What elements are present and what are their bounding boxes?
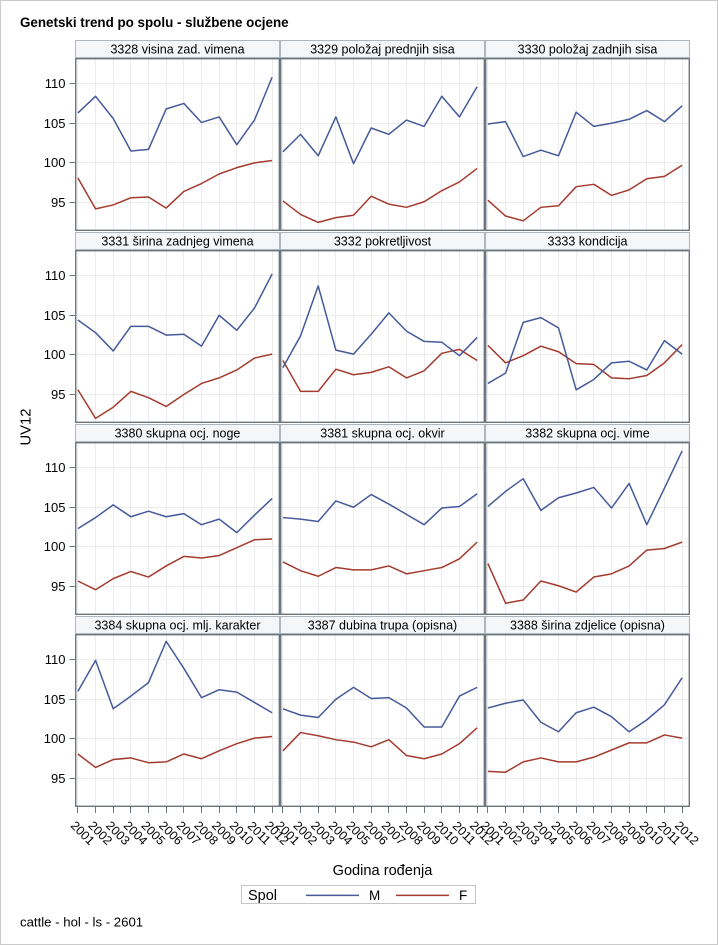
svg-text:3380 skupna ocj. noge: 3380 skupna ocj. noge xyxy=(115,427,241,441)
svg-text:100: 100 xyxy=(44,347,66,362)
svg-text:Spol: Spol xyxy=(248,888,277,904)
svg-text:95: 95 xyxy=(51,195,65,210)
svg-text:3388 širina zdjelice (opisna): 3388 širina zdjelice (opisna) xyxy=(510,619,665,633)
svg-text:M: M xyxy=(369,888,380,903)
svg-text:3331 širina zadnjeg vimena: 3331 širina zadnjeg vimena xyxy=(101,235,253,249)
svg-text:110: 110 xyxy=(45,652,66,667)
svg-text:3333 kondicija: 3333 kondicija xyxy=(548,235,628,249)
svg-text:95: 95 xyxy=(51,771,65,786)
svg-text:3381 skupna ocj. okvir: 3381 skupna ocj. okvir xyxy=(320,427,444,441)
svg-text:95: 95 xyxy=(51,387,65,402)
svg-text:3329 položaj prednjih sisa: 3329 položaj prednjih sisa xyxy=(310,43,455,57)
svg-text:95: 95 xyxy=(51,579,65,594)
svg-text:100: 100 xyxy=(44,155,66,170)
svg-text:UV12: UV12 xyxy=(19,408,35,445)
svg-text:110: 110 xyxy=(45,460,66,475)
svg-text:105: 105 xyxy=(44,500,66,515)
svg-text:3330 položaj zadnjih sisa: 3330 položaj zadnjih sisa xyxy=(518,43,658,57)
svg-text:3387 dubina trupa (opisna): 3387 dubina trupa (opisna) xyxy=(308,619,457,633)
svg-text:105: 105 xyxy=(44,116,66,131)
svg-text:110: 110 xyxy=(45,268,66,283)
svg-text:105: 105 xyxy=(44,692,66,707)
svg-text:3332 pokretljivost: 3332 pokretljivost xyxy=(334,235,432,249)
svg-text:3328 visina zad. vimena: 3328 visina zad. vimena xyxy=(110,43,244,57)
svg-text:110: 110 xyxy=(45,76,66,91)
svg-text:F: F xyxy=(459,888,467,903)
svg-text:Genetski trend po spolu - služ: Genetski trend po spolu - službene ocjen… xyxy=(20,15,289,30)
svg-text:cattle - hol - ls - 2601: cattle - hol - ls - 2601 xyxy=(20,915,143,930)
svg-text:3382 skupna ocj. vime: 3382 skupna ocj. vime xyxy=(525,427,649,441)
svg-text:100: 100 xyxy=(44,539,66,554)
svg-text:Godina rođenja: Godina rođenja xyxy=(333,863,434,879)
svg-text:105: 105 xyxy=(44,308,66,323)
svg-text:3384 skupna ocj. mlj. karakter: 3384 skupna ocj. mlj. karakter xyxy=(94,619,260,633)
svg-text:100: 100 xyxy=(44,731,66,746)
